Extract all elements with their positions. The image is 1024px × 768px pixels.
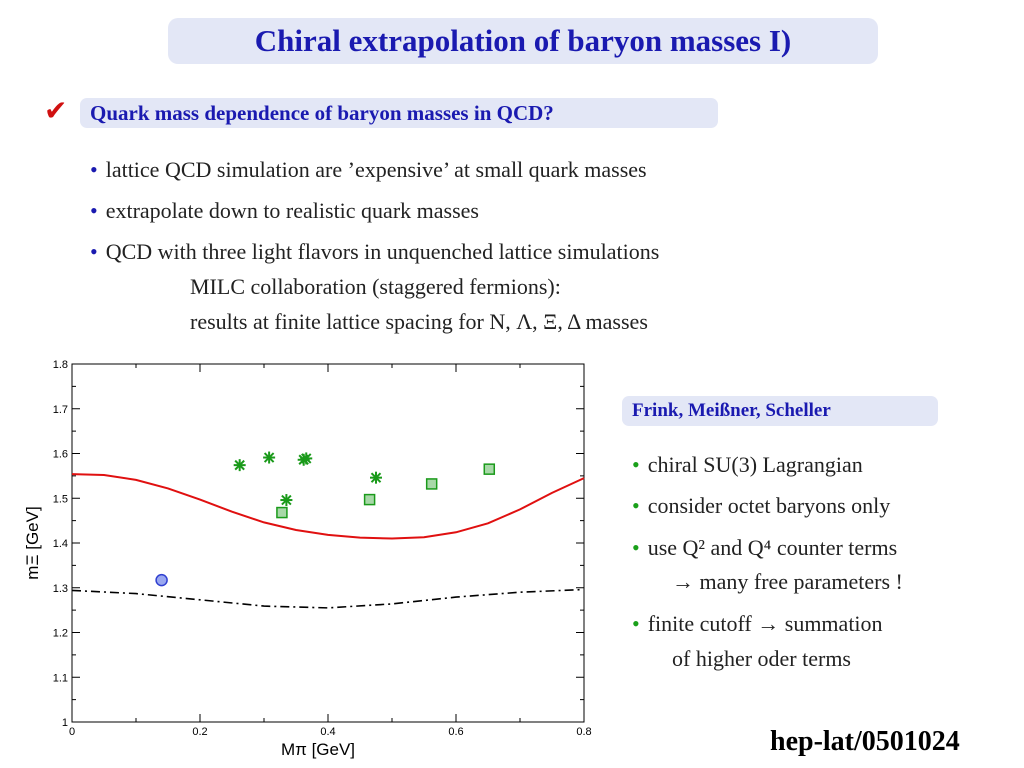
y-tick-label: 1.3 [53,583,68,595]
right-bullet-item: • consider octet baryons only [632,493,891,518]
y-axis: 1 1.1 1.2 1.3 1.4 1.5 1.6 1.7 1.8 [53,359,584,729]
star-marker [370,471,382,484]
dash-dot-curve [71,588,585,609]
y-tick-label: 1 [62,717,68,729]
right-bullet-item: • finite cutoff → summation [632,611,883,636]
x-tick-label: 0.8 [576,726,591,738]
mass-chart: 0 0.2 0.4 0.6 0.8 11.11.21.31.41.51.61.71.8 … [23,359,592,759]
square-marker [483,463,496,475]
x-tick-label: 0.2 [192,726,207,738]
y-tick-label: 1.4 [53,538,68,550]
square-marker [425,478,438,490]
bullet-subline: MILC collaboration (staggered fermions): [190,274,561,299]
chiral-fit-curve [71,473,585,540]
y-tick-label: 1.5 [53,493,68,505]
x-tick-label: 0 [69,726,75,738]
authors-banner: Frink, Meißner, Scheller [622,396,938,426]
y-tick-label: 1.6 [53,449,68,461]
x-axis-label: Mπ [GeV] [281,740,355,759]
y-axis-label: mΞ [GeV] [23,506,42,579]
circle-marker [155,573,168,587]
question-text: Quark mass dependence of baryon masses i… [90,101,554,125]
right-bullet-subline: → many free parameters ! [672,569,903,594]
markers [155,451,496,587]
question-banner: Quark mass dependence of baryon masses i… [80,98,718,128]
x-tick-label: 0.6 [448,726,463,738]
right-bullet-item: • use Q² and Q⁴ counter terms [632,535,898,560]
bullet-subline: results at finite lattice spacing for N,… [190,309,648,334]
right-bullet-item: • chiral SU(3) Lagrangian [632,452,863,477]
bullet-item: • extrapolate down to realistic quark mas… [90,198,479,223]
title-banner: Chiral extrapolation of baryon masses I) [168,18,878,64]
plot-frame [71,363,585,723]
curves [71,473,585,609]
authors-text: Frink, Meißner, Scheller [632,400,831,421]
y-tick-label: 1.8 [53,359,68,371]
star-marker [300,452,313,465]
square-marker [363,493,376,506]
check-mark-icon: ✔ [44,94,68,127]
x-tick-label: 0.4 [320,726,335,738]
star-marker [233,459,246,472]
y-tick-label: 1.1 [53,672,68,684]
star-marker [263,451,276,464]
y-tick-label: 1.2 [53,628,68,640]
star-marker [280,494,293,507]
arxiv-reference: hep-lat/0501024 [770,726,960,757]
square-marker [276,506,288,519]
bullet-item: • QCD with three light flavors in unquenc… [90,239,660,264]
x-axis: 0 0.2 0.4 0.6 0.8 [69,364,592,738]
y-tick-label: 1.7 [53,404,68,416]
right-bullet-subline: of higher oder terms [672,646,851,671]
bullet-item: • lattice QCD simulation are ’expensive’ … [90,157,647,182]
slide-title: Chiral extrapolation of baryon masses I) [254,23,792,58]
